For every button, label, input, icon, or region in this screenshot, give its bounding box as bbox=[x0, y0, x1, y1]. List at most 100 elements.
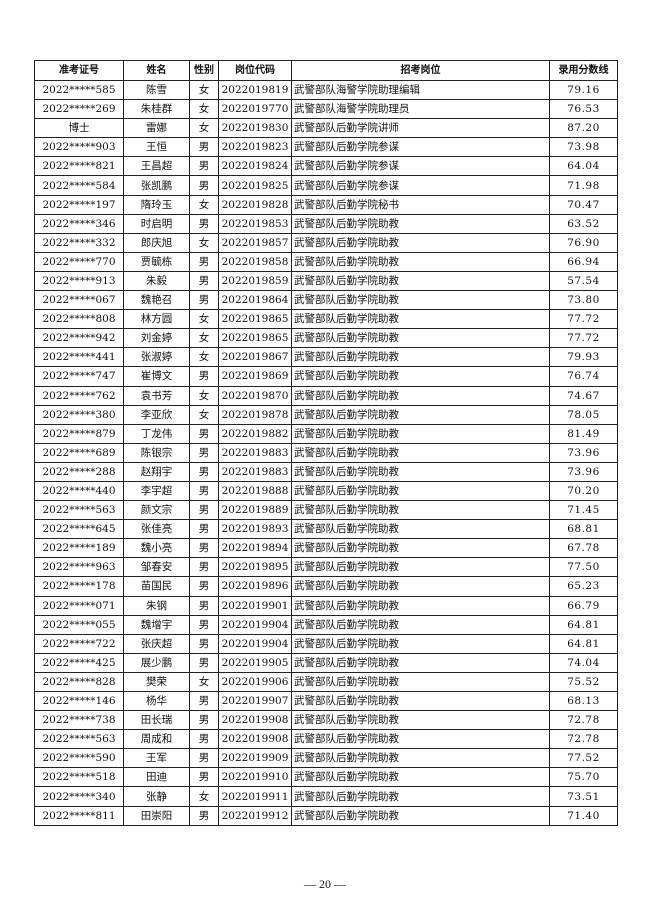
cell-name: 隋玲玉 bbox=[123, 194, 190, 215]
cell-position: 武警部队后勤学院助教 bbox=[291, 671, 550, 693]
cell-position-code: 2022019867 bbox=[218, 347, 292, 368]
cell-score: 74.67 bbox=[549, 385, 618, 406]
cell-name: 李宇超 bbox=[123, 480, 190, 502]
cell-position: 武警部队后勤学院助教 bbox=[291, 442, 550, 463]
cell-name: 田长瑞 bbox=[123, 710, 190, 731]
cell-name: 朱桂群 bbox=[123, 99, 190, 120]
cell-score: 77.52 bbox=[549, 748, 618, 769]
cell-score: 77.72 bbox=[549, 309, 618, 330]
table-row: 2022*****942 刘金婷女 2022019865 武警部队后勤学院助教 77.7… bbox=[34, 328, 618, 349]
cell-position-code: 2022019912 bbox=[218, 805, 292, 826]
cell-exam-id: 2022*****828 bbox=[34, 671, 124, 693]
cell-position-code: 2022019882 bbox=[218, 423, 292, 444]
cell-exam-id: 2022*****762 bbox=[34, 385, 124, 406]
cell-score: 75.70 bbox=[549, 767, 618, 788]
cell-position: 武警部队后勤学院助教 bbox=[291, 461, 550, 482]
cell-position-code: 2022019883 bbox=[218, 461, 292, 482]
table-row: 2022*****879 丁龙伟男 2022019882 武警部队后勤学院助教 81.4… bbox=[34, 423, 618, 444]
table-row: 2022*****808 林方圆女 2022019865 武警部队后勤学院助教 77.7… bbox=[34, 309, 618, 330]
table-row: 2022*****340 张静女 2022019911 武警部队后勤学院助教 73.51 bbox=[34, 786, 618, 807]
cell-gender: 男 bbox=[189, 366, 219, 387]
cell-gender: 男 bbox=[189, 729, 219, 750]
cell-name: 林方圆 bbox=[123, 309, 190, 330]
cell-name: 郎庆旭 bbox=[123, 232, 190, 253]
cell-gender: 男 bbox=[189, 557, 219, 578]
cell-position: 武警部队后勤学院助教 bbox=[291, 595, 550, 616]
cell-name: 樊荣 bbox=[123, 671, 190, 693]
cell-position-code: 2022019895 bbox=[218, 557, 292, 578]
cell-gender: 女 bbox=[189, 118, 219, 139]
cell-score: 73.98 bbox=[549, 137, 618, 158]
cell-position: 武警部队后勤学院参谋 bbox=[291, 137, 550, 158]
cell-gender: 女 bbox=[189, 99, 219, 120]
table-header-row: 准考证号 姓名 性别 岗位代码 招考岗位 录用分数线 bbox=[34, 60, 618, 81]
cell-gender: 女 bbox=[189, 79, 219, 101]
cell-gender: 男 bbox=[189, 423, 219, 444]
column-header-gender: 性别 bbox=[189, 60, 219, 81]
cell-score: 64.81 bbox=[549, 633, 618, 654]
cell-gender: 男 bbox=[189, 500, 219, 521]
cell-position-code: 2022019894 bbox=[218, 538, 292, 559]
cell-gender: 女 bbox=[189, 232, 219, 253]
cell-exam-id: 2022*****689 bbox=[34, 442, 124, 463]
cell-position: 武警部队后勤学院参谋 bbox=[291, 175, 550, 196]
cell-exam-id: 2022*****879 bbox=[34, 423, 124, 444]
cell-gender: 男 bbox=[189, 461, 219, 482]
cell-exam-id: 2022*****808 bbox=[34, 309, 124, 330]
cell-position-code: 2022019901 bbox=[218, 595, 292, 616]
cell-exam-id: 2022*****913 bbox=[34, 270, 124, 292]
cell-score: 73.80 bbox=[549, 290, 618, 311]
cell-position-code: 2022019906 bbox=[218, 671, 292, 693]
cell-gender: 男 bbox=[189, 690, 219, 712]
cell-position: 武警部队后勤学院讲师 bbox=[291, 118, 550, 139]
cell-name: 田崇阳 bbox=[123, 805, 190, 826]
cell-position: 武警部队后勤学院助教 bbox=[291, 729, 550, 750]
cell-gender: 男 bbox=[189, 538, 219, 559]
cell-position-code: 2022019889 bbox=[218, 500, 292, 521]
cell-score: 66.79 bbox=[549, 595, 618, 616]
cell-position: 武警部队后勤学院秘书 bbox=[291, 194, 550, 215]
cell-position: 武警部队后勤学院助教 bbox=[291, 404, 550, 425]
table-row: 2022*****828 樊荣女 2022019906 武警部队后勤学院助教 75.52 bbox=[34, 671, 618, 693]
cell-score: 77.72 bbox=[549, 328, 618, 349]
cell-name: 王军 bbox=[123, 748, 190, 769]
cell-gender: 男 bbox=[189, 748, 219, 769]
cell-score: 66.94 bbox=[549, 251, 618, 272]
cell-score: 71.40 bbox=[549, 805, 618, 826]
table-row: 2022*****645 张佳亮男 2022019893 武警部队后勤学院助教 68.8… bbox=[34, 519, 618, 540]
table-row: 2022*****189 魏小亮男 2022019894 武警部队后勤学院助教 67.7… bbox=[34, 538, 618, 559]
cell-score: 64.81 bbox=[549, 614, 618, 635]
cell-name: 陈银宗 bbox=[123, 442, 190, 463]
table-row: 2022*****332 郎庆旭女 2022019857 武警部队后勤学院助教 76.9… bbox=[34, 232, 618, 253]
cell-score: 77.50 bbox=[549, 557, 618, 578]
cell-position: 武警部队后勤学院助教 bbox=[291, 538, 550, 559]
cell-name: 张庆超 bbox=[123, 633, 190, 654]
cell-gender: 女 bbox=[189, 671, 219, 693]
table-row: 2022*****071 朱钢男 2022019901 武警部队后勤学院助教 66.79 bbox=[34, 595, 618, 616]
cell-exam-id: 2022*****425 bbox=[34, 652, 124, 673]
cell-name: 周成和 bbox=[123, 729, 190, 750]
cell-position: 武警部队后勤学院助教 bbox=[291, 480, 550, 502]
table-row: 2022*****146 杨华男 2022019907 武警部队后勤学院助教 68.13 bbox=[34, 690, 618, 712]
table-row: 2022*****762 袁书芳女 2022019870 武警部队后勤学院助教 74.6… bbox=[34, 385, 618, 406]
cell-gender: 男 bbox=[189, 576, 219, 597]
cell-position: 武警部队后勤学院助教 bbox=[291, 557, 550, 578]
cell-gender: 男 bbox=[189, 213, 219, 234]
table-row: 2022*****440 李宇超男 2022019888 武警部队后勤学院助教 70.2… bbox=[34, 480, 618, 502]
cell-score: 72.78 bbox=[549, 729, 618, 750]
cell-gender: 男 bbox=[189, 805, 219, 826]
cell-gender: 男 bbox=[189, 290, 219, 311]
cell-position-code: 2022019893 bbox=[218, 519, 292, 540]
column-header-exam-id: 准考证号 bbox=[34, 60, 124, 81]
cell-exam-id: 2022*****821 bbox=[34, 156, 124, 177]
cell-position-code: 2022019908 bbox=[218, 710, 292, 731]
cell-position-code: 2022019825 bbox=[218, 175, 292, 196]
cell-exam-id: 2022*****738 bbox=[34, 710, 124, 731]
cell-position: 武警部队后勤学院助教 bbox=[291, 232, 550, 253]
cell-position-code: 2022019904 bbox=[218, 633, 292, 654]
cell-score: 76.74 bbox=[549, 366, 618, 387]
cell-position: 武警部队后勤学院助教 bbox=[291, 290, 550, 311]
cell-score: 70.47 bbox=[549, 194, 618, 215]
cell-score: 78.05 bbox=[549, 404, 618, 425]
cell-gender: 男 bbox=[189, 137, 219, 158]
